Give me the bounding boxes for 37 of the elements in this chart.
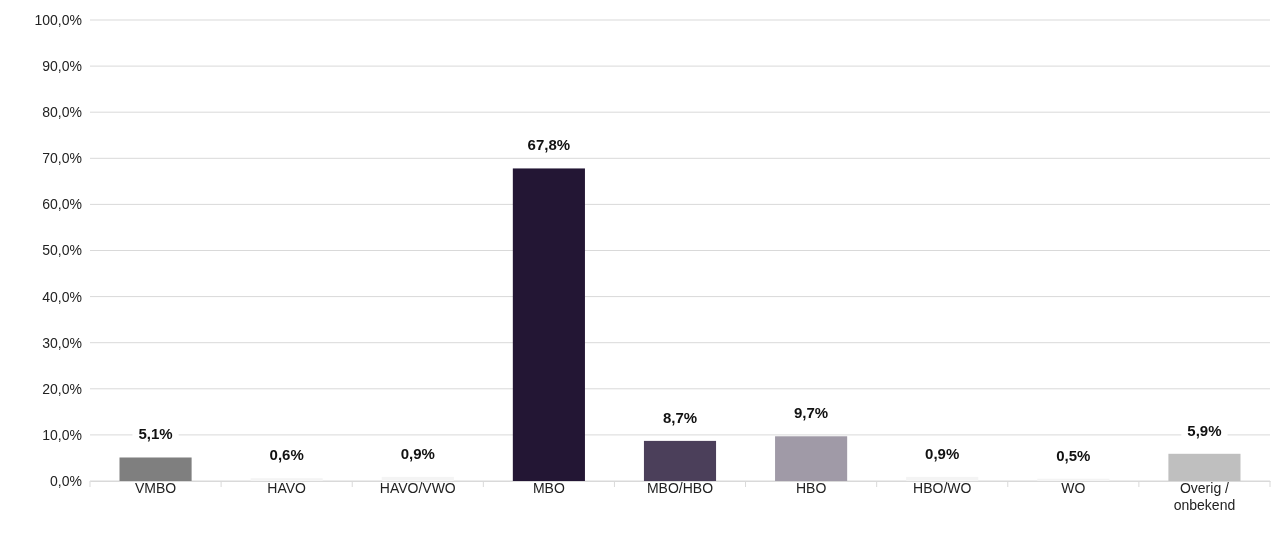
y-tick-label: 70,0%: [42, 150, 82, 167]
bar: [643, 440, 717, 481]
x-tick-label: HAVO/VWO: [379, 480, 456, 496]
y-tick-label: 50,0%: [42, 242, 82, 259]
x-tick-label: MBO: [532, 480, 565, 496]
x-tick-label: MBO/HBO: [646, 480, 714, 496]
data-label: 0,9%: [925, 444, 960, 462]
bar: [119, 457, 192, 481]
y-tick-label: 20,0%: [42, 380, 82, 397]
y-tick-label: 60,0%: [42, 196, 82, 213]
data-label: 5,9%: [1187, 421, 1222, 439]
x-tick-label: HBO/WO: [913, 480, 972, 496]
bar: [1168, 453, 1241, 481]
data-label: 0,9%: [400, 444, 435, 462]
x-tick-label: Overig / onbekend: [1173, 480, 1236, 513]
bar: [775, 436, 848, 481]
y-tick-label: 100,0%: [34, 11, 82, 28]
x-tick-label: HBO: [795, 480, 827, 496]
bar: [381, 476, 454, 481]
data-label: 8,7%: [662, 408, 698, 426]
y-tick-label: 40,0%: [42, 288, 82, 305]
x-tick-label: WO: [1061, 480, 1086, 496]
bar: [512, 168, 585, 481]
x-tick-label: VMBO: [134, 480, 177, 496]
x-tick-label: HAVO: [267, 480, 307, 496]
bar: [906, 476, 979, 481]
data-label: 0,5%: [1056, 446, 1091, 464]
data-label: 5,1%: [138, 425, 173, 443]
data-label: 0,6%: [269, 446, 304, 464]
y-tick-label: 0,0%: [50, 472, 82, 489]
y-tick-label: 90,0%: [42, 58, 82, 75]
data-label: 9,7%: [794, 404, 829, 422]
y-tick-label: 10,0%: [42, 426, 82, 443]
data-label: 67,8%: [527, 136, 571, 154]
bar: [250, 478, 323, 481]
y-tick-label: 80,0%: [42, 104, 82, 121]
y-tick-label: 30,0%: [42, 334, 82, 351]
